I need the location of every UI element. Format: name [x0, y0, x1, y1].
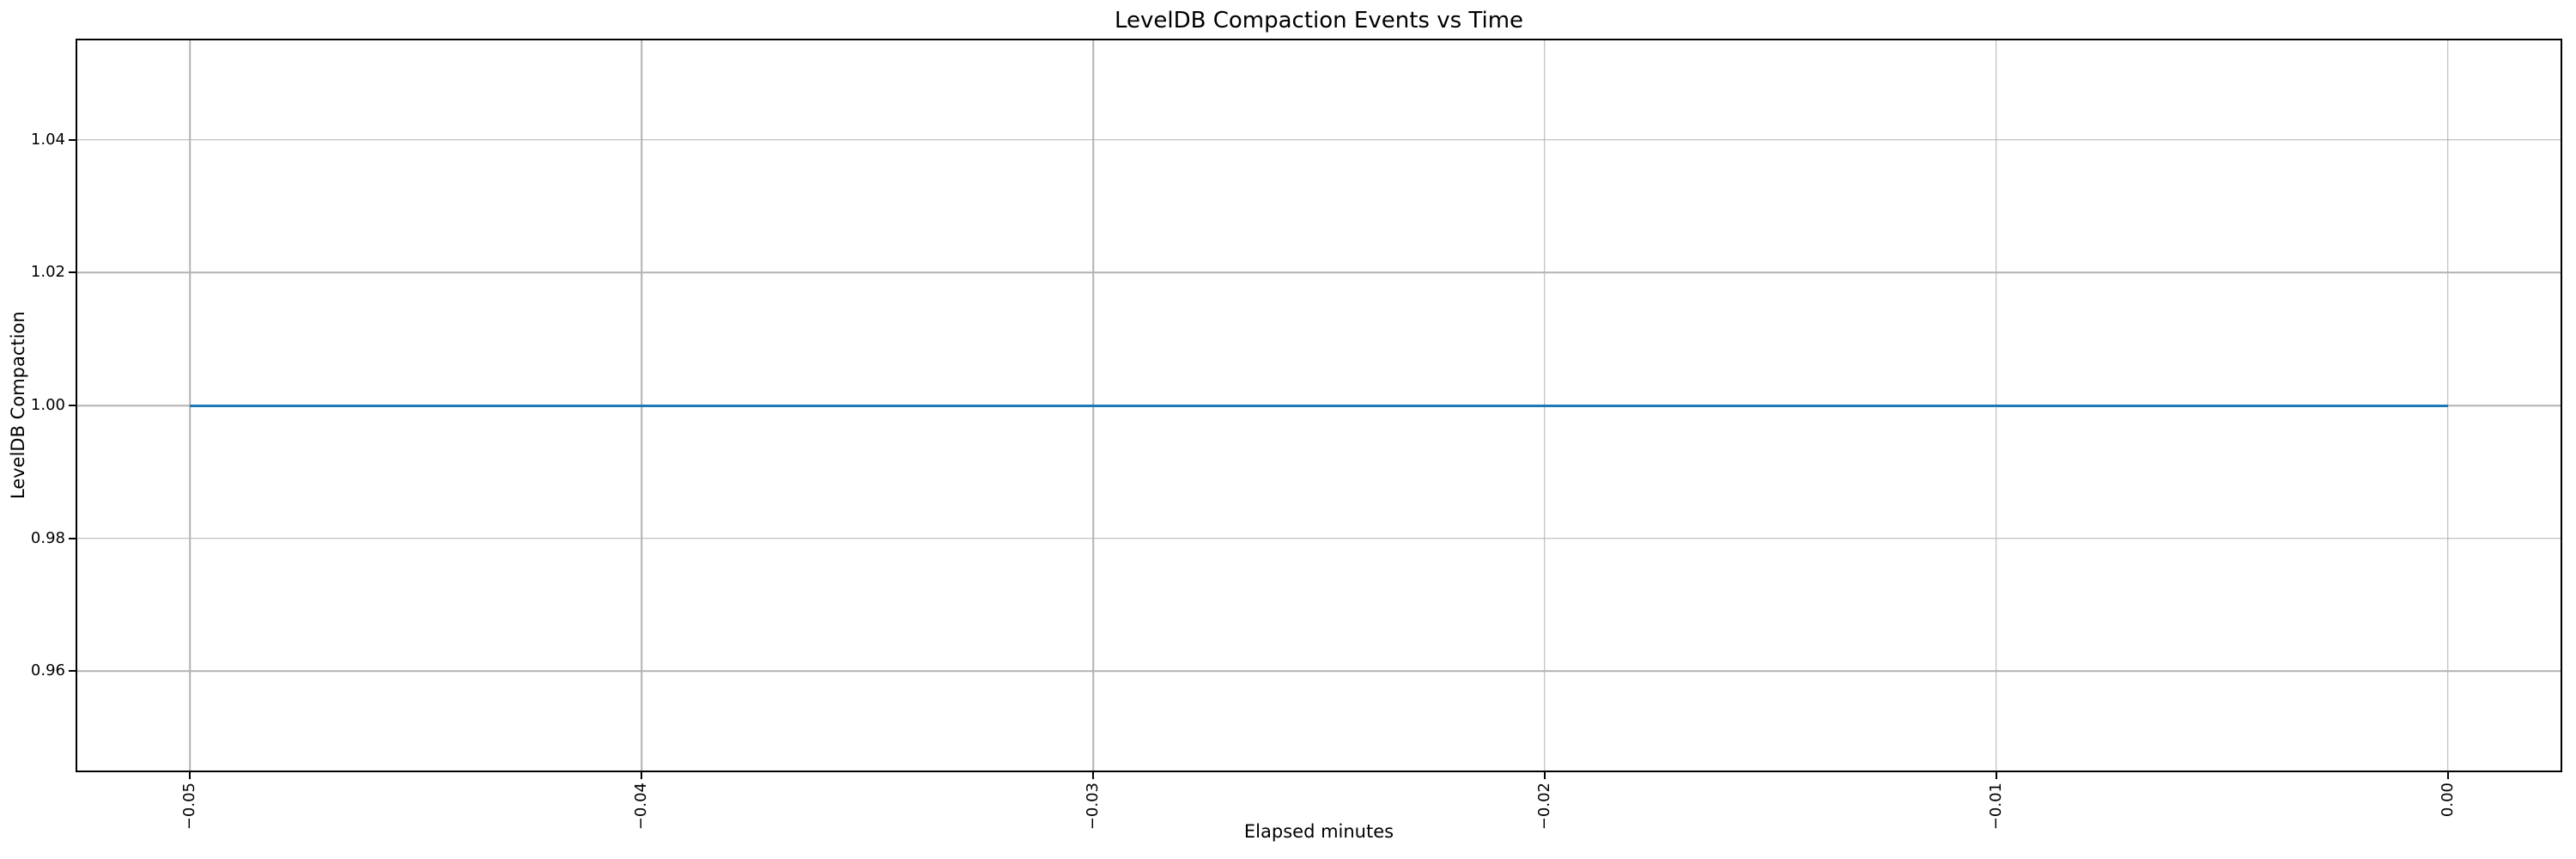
gridline-y-0.96 — [77, 670, 2561, 672]
y-tick-label: 0.98 — [30, 528, 65, 547]
y-axis-label: LevelDB Compaction — [8, 311, 28, 500]
y-tickmark — [69, 537, 77, 539]
x-tickmark — [189, 771, 191, 779]
gridline-y-1.04 — [77, 139, 2561, 141]
data-line-leveldb-compaction — [190, 404, 2448, 407]
y-tickmark — [69, 271, 77, 274]
y-tick-label: 1.02 — [30, 263, 65, 282]
gridline-y-0.98 — [77, 537, 2561, 539]
x-tickmark — [1995, 771, 1997, 779]
y-tickmark — [69, 670, 77, 673]
gridline-y-1.02 — [77, 271, 2561, 274]
y-tickmark — [69, 405, 77, 406]
y-tick-label: 1.00 — [30, 396, 65, 414]
x-tickmark — [1543, 771, 1546, 779]
chart-title: LevelDB Compaction Events vs Time — [1114, 8, 1524, 34]
x-tick-label: 0.00 — [2438, 783, 2457, 818]
plot-area: −0.05 −0.04 −0.03 −0.02 −0.01 0.00 1.04 … — [31, 39, 2562, 830]
y-tick-label: 0.96 — [30, 661, 65, 680]
x-tickmark — [1092, 771, 1095, 779]
y-tickmark — [69, 138, 77, 141]
x-tickmark — [641, 771, 643, 779]
x-axis-label: Elapsed minutes — [1243, 821, 1394, 842]
y-tick-label: 1.04 — [30, 130, 65, 149]
x-tickmark — [2446, 771, 2449, 779]
